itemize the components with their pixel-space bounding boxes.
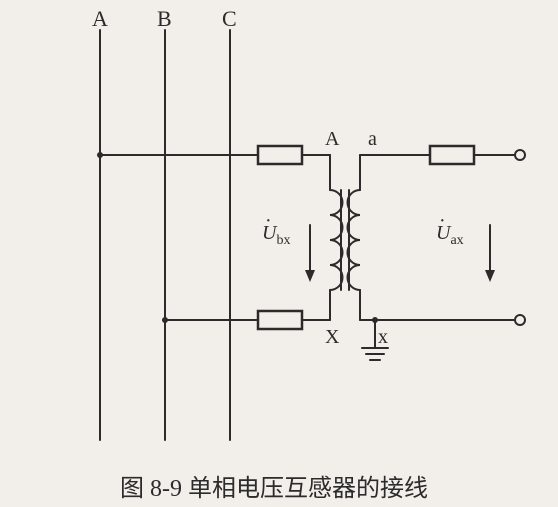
- uax-arrow-head: [485, 270, 495, 282]
- node-label-a-primary: A: [325, 128, 339, 151]
- node-label-a-secondary: a: [368, 128, 377, 151]
- bus-label-b: B: [157, 6, 172, 32]
- circuit-svg: [0, 0, 558, 507]
- figure-caption: 图 8-9 单相电压互感器的接线: [120, 468, 428, 503]
- secondary-fuse-top: [430, 146, 474, 164]
- bus-label-a: A: [92, 6, 108, 32]
- terminal-bot: [515, 315, 525, 325]
- ground-junction-dot: [372, 317, 378, 323]
- node-label-x-secondary: x: [378, 326, 388, 349]
- tap-dot-b: [162, 317, 168, 323]
- voltage-label-ubx: U·bx: [262, 222, 290, 249]
- primary-fuse-bot: [258, 311, 302, 329]
- bus-label-c: C: [222, 6, 237, 32]
- node-label-x-primary: X: [325, 326, 339, 349]
- primary-fuse-top: [258, 146, 302, 164]
- tap-dot-a: [97, 152, 103, 158]
- terminal-top: [515, 150, 525, 160]
- voltage-label-uax: U·ax: [436, 222, 464, 249]
- ubx-arrow-head: [305, 270, 315, 282]
- diagram-canvas: A B C A X a x U·bx U·ax 图 8-9 单相电压互感器的接线: [0, 0, 558, 507]
